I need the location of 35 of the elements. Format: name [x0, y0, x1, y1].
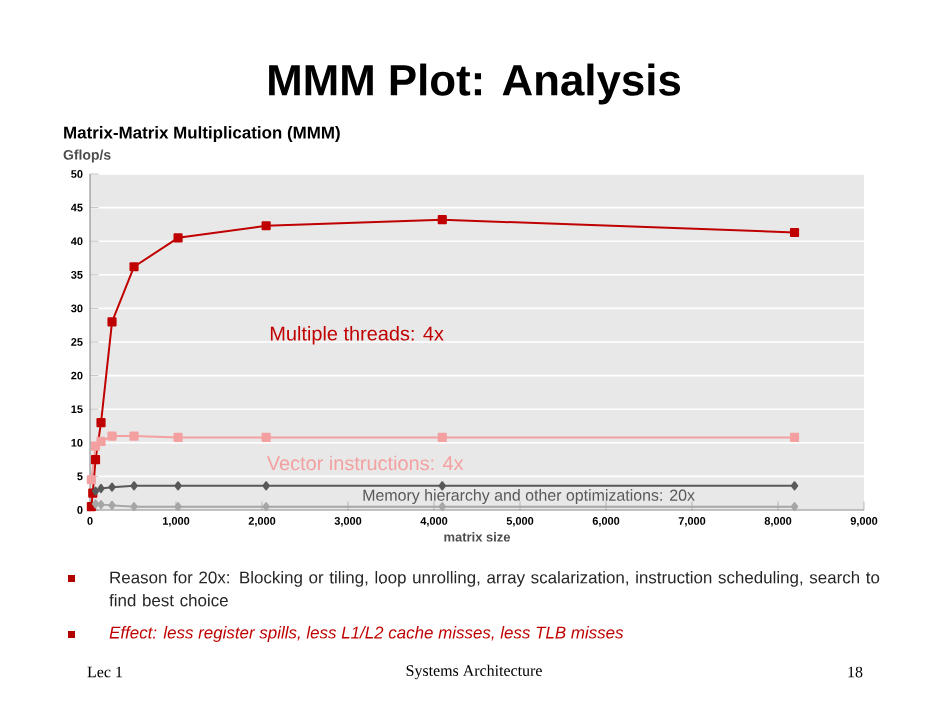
point [107, 317, 117, 327]
point [130, 481, 138, 491]
point [97, 500, 105, 510]
point [789, 227, 800, 238]
text: Reason for 20x: Blocking or tiling, loop unrolling, array scalarization, instruction scheduling, search to find best choice [109, 571, 880, 607]
point [789, 432, 800, 443]
text: Multiple threads: 4x [270, 325, 444, 345]
point [790, 502, 799, 512]
text: Effect: less register spills, less L1/L2 cache misses, less TLB misses [109, 626, 624, 642]
point [174, 502, 182, 512]
point [86, 475, 96, 485]
point [96, 436, 106, 447]
point [261, 432, 271, 443]
point [108, 500, 116, 510]
point [262, 502, 270, 512]
chart-title: MMM Plot: Analysis [269, 63, 681, 105]
point [174, 481, 182, 491]
point [261, 221, 271, 231]
series-label: Vector instructions: 4x [266, 455, 464, 471]
point [97, 483, 105, 494]
point [437, 215, 447, 225]
point [262, 481, 270, 491]
point [129, 262, 139, 272]
point [96, 418, 106, 428]
point [173, 233, 183, 243]
point [107, 431, 117, 441]
point [790, 481, 799, 491]
point [130, 502, 138, 512]
chart-subtitle: Matrix-Matrix Multiplication (MMM) [64, 126, 340, 142]
point [91, 499, 100, 509]
point [90, 455, 101, 465]
point [173, 432, 183, 443]
point [437, 432, 447, 443]
point [129, 431, 139, 441]
point [108, 482, 116, 492]
